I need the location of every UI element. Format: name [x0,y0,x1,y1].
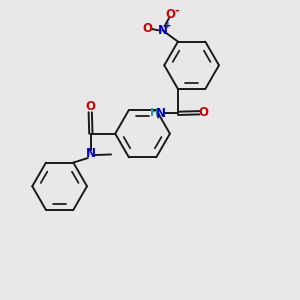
Text: O: O [166,8,176,21]
Text: N: N [86,147,96,160]
Text: -: - [174,6,179,16]
Text: O: O [85,100,95,113]
Text: N: N [158,24,167,37]
Text: +: + [164,21,171,30]
Text: N: N [156,107,166,120]
Text: O: O [199,106,209,119]
Text: O: O [142,22,152,35]
Text: H: H [150,108,160,118]
